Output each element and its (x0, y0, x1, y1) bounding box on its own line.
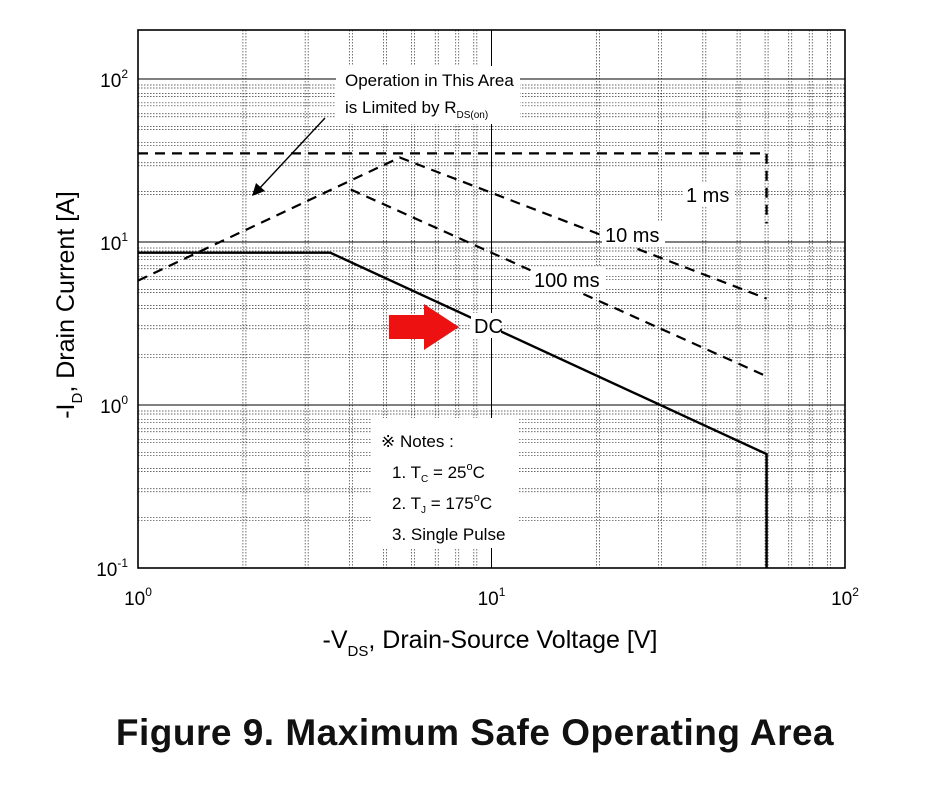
y-tick-base: 10 (100, 234, 121, 255)
note-2-sub: J (421, 505, 426, 516)
note-2: 2. TJ = 175oC (392, 492, 492, 516)
y-axis-title-suffix: , Drain Current [A] (52, 191, 80, 392)
x-tick-base: 10 (124, 589, 145, 610)
x-tick-label: 100 (124, 585, 152, 610)
y-axis-title: -ID, Drain Current [A] (52, 191, 86, 419)
note-1-suffix: C (473, 463, 485, 482)
x-tick-base: 10 (478, 589, 499, 610)
notes-title: ※ Notes : (381, 432, 454, 451)
y-tick-label: 102 (100, 67, 128, 92)
notes-bg (372, 418, 518, 548)
rds-annotation-sub: DS(on) (456, 110, 488, 121)
series-line-10-ms (137, 156, 767, 300)
note-1-sub: C (421, 474, 428, 485)
rds-annotation-arrow-head (252, 183, 265, 196)
x-tick-exp: 2 (852, 585, 859, 599)
x-axis-title: -VDS, Drain-Source Voltage [V] (323, 626, 658, 660)
x-axis-title-sub: DS (348, 643, 369, 660)
y-tick-label: 100 (100, 393, 128, 418)
y-tick-base: 10 (96, 560, 117, 581)
y-tick-exp: -1 (117, 556, 128, 570)
x-tick-base: 10 (831, 589, 852, 610)
note-2-prefix: 2. T (392, 494, 421, 513)
rds-annotation-line2-prefix: is Limited by R (345, 98, 456, 117)
rds-annotation-line1: Operation in This Area (345, 71, 514, 90)
plot-frame (137, 29, 846, 569)
note-2-mid: = 175 (426, 494, 474, 513)
series-lines: 1 ms 10 ms 100 ms DC (137, 152, 768, 568)
series-line-dc (138, 251, 768, 568)
plot-border (137, 29, 846, 569)
series-line-1-ms (138, 152, 768, 224)
x-tick-exp: 0 (145, 585, 152, 599)
series-label: 10 ms (605, 225, 659, 247)
x-tick-label: 102 (831, 585, 859, 610)
y-tick-exp: 2 (121, 67, 128, 81)
x-tick-label: 101 (478, 585, 506, 610)
note-2-suffix: C (480, 494, 492, 513)
y-tick-base: 10 (100, 397, 121, 418)
series-label: 100 ms (534, 270, 600, 292)
series-label-bg (683, 182, 735, 207)
note-1: 1. TC = 25oC (392, 461, 485, 485)
figure-caption: Figure 9. Maximum Safe Operating Area (115, 712, 835, 753)
rds-annotation-bg (336, 66, 520, 124)
y-axis-title-sub: D (69, 393, 86, 404)
series-label-bg (471, 313, 501, 338)
series-label: DC (474, 316, 503, 338)
y-tick-exp: 1 (121, 230, 128, 244)
note-1-sup: o (467, 461, 473, 473)
series-label-bg (602, 222, 665, 247)
series-label: 1 ms (686, 185, 729, 207)
y-axis-title-prefix: -I (52, 404, 80, 419)
series-label-bg (531, 267, 605, 292)
note-1-prefix: 1. T (392, 463, 421, 482)
x-tick-exp: 1 (499, 585, 506, 599)
note-1-mid: = 25 (428, 463, 466, 482)
y-tick-base: 10 (100, 71, 121, 92)
x-axis-title-prefix: -V (323, 626, 348, 654)
rds-annotation-arrow-shaft (257, 117, 326, 191)
notes-box: ※ Notes : 1. TC = 25oC 2. TJ = 175oC 3. … (372, 418, 518, 548)
note-3: 3. Single Pulse (392, 525, 505, 544)
note-2-sup: o (474, 492, 480, 504)
y-tick-label: 101 (100, 230, 128, 255)
y-tick-label: 10-1 (96, 556, 128, 581)
rds-annotation: Operation in This Area is Limited by RDS… (252, 66, 520, 196)
rds-annotation-line2: is Limited by RDS(on) (345, 98, 488, 121)
y-tick-exp: 0 (121, 393, 128, 407)
highlight-arrow-icon (389, 304, 459, 350)
x-axis-title-suffix: , Drain-Source Voltage [V] (368, 626, 657, 654)
